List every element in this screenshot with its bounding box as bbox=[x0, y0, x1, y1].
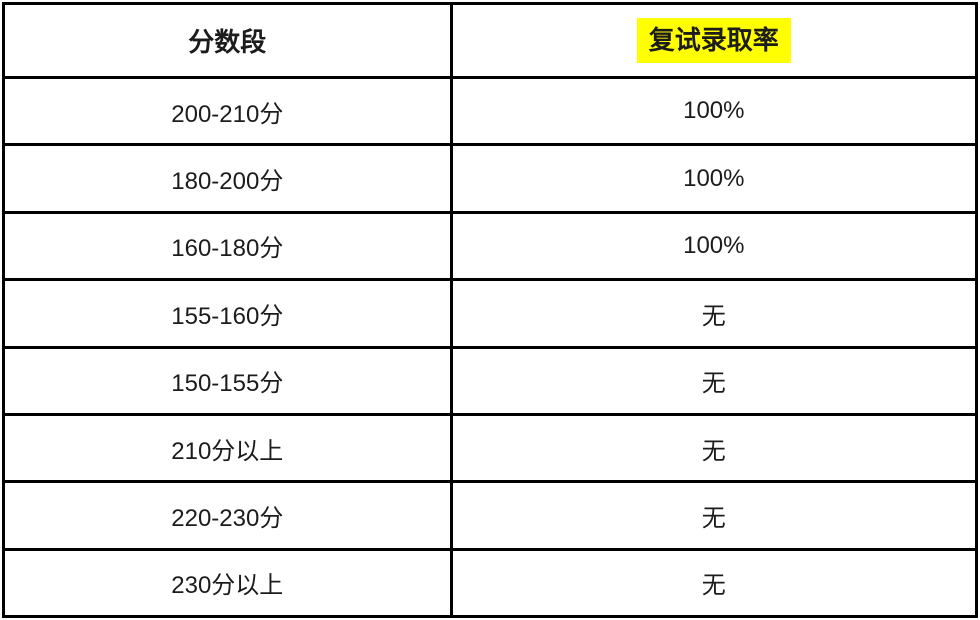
admission-rate-cell: 100% bbox=[449, 75, 979, 147]
admission-rate-cell: 无 bbox=[449, 547, 979, 619]
score-range-cell: 180-200分 bbox=[2, 143, 453, 214]
table-body: 200-210分 100% 180-200分 100% 160-180分 100… bbox=[2, 75, 979, 619]
score-range-cell: 220-230分 bbox=[2, 480, 453, 551]
score-range-cell: 210分以上 bbox=[2, 412, 453, 484]
header-admission-rate: 复试录取率 bbox=[449, 2, 979, 79]
header-score-range-label: 分数段 bbox=[188, 27, 267, 57]
admission-rate-cell: 无 bbox=[449, 480, 979, 551]
score-range-cell: 155-160分 bbox=[2, 278, 453, 349]
table-row: 160-180分 100% bbox=[2, 210, 979, 282]
table-row: 150-155分 无 bbox=[2, 345, 979, 416]
admission-rate-cell: 无 bbox=[449, 345, 979, 416]
table-row: 220-230分 无 bbox=[2, 480, 979, 551]
table-row: 180-200分 100% bbox=[2, 143, 979, 214]
table-row: 210分以上 无 bbox=[2, 412, 979, 484]
header-score-range: 分数段 bbox=[2, 2, 453, 79]
admission-rate-cell: 100% bbox=[449, 143, 979, 214]
admission-rate-cell: 无 bbox=[449, 412, 979, 484]
score-range-cell: 200-210分 bbox=[2, 75, 453, 147]
admission-rate-cell: 100% bbox=[449, 210, 979, 282]
table-row: 200-210分 100% bbox=[2, 75, 979, 147]
score-range-cell: 160-180分 bbox=[2, 210, 453, 282]
score-range-cell: 230分以上 bbox=[2, 547, 453, 619]
header-row: 分数段 复试录取率 bbox=[2, 2, 979, 79]
header-admission-rate-label: 复试录取率 bbox=[636, 18, 791, 63]
table-row: 155-160分 无 bbox=[2, 278, 979, 349]
table-row: 230分以上 无 bbox=[2, 547, 979, 619]
admission-rate-cell: 无 bbox=[449, 278, 979, 349]
score-range-cell: 150-155分 bbox=[2, 345, 453, 416]
